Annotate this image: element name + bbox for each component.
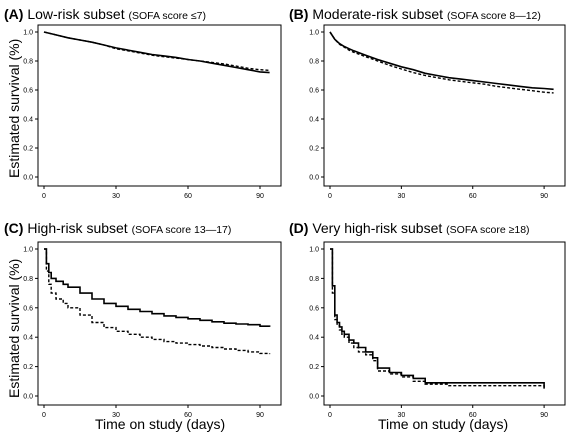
y-tick-label-d-4: 0.8	[309, 276, 319, 283]
survival-curve-c-dashed	[44, 248, 271, 355]
x-tick-label-a-2: 60	[184, 193, 192, 200]
x-tick-label-a-3: 90	[256, 193, 264, 200]
x-tick-label-b-2: 60	[469, 193, 477, 200]
survival-curve-d-solid	[330, 248, 545, 389]
survival-curve-c-solid	[44, 248, 271, 327]
panel-label-c: (C)	[4, 220, 27, 236]
y-tick-label-d-3: 0.6	[309, 305, 319, 312]
plot-frame-c	[37, 241, 282, 406]
panel-heading-b: Moderate-risk subset	[312, 6, 447, 22]
y-tick-label-b-3: 0.6	[309, 88, 319, 95]
panel-title-a: (A) Low-risk subset (SOFA score ≤7)	[4, 6, 206, 22]
panel-subtitle-a: (SOFA score ≤7)	[128, 10, 206, 22]
y-tick-label-d-5: 1.0	[309, 247, 319, 254]
y-tick-label-b-5: 1.0	[309, 30, 319, 37]
y-tick-label-b-1: 0.2	[309, 146, 319, 153]
y-tick-label-c-1: 0.2	[23, 364, 33, 371]
x-tick-label-d-1: 30	[397, 412, 405, 419]
y-tick-label-a-5: 1.0	[23, 30, 33, 37]
x-tick-label-d-0: 0	[328, 412, 332, 419]
y-tick-label-c-4: 0.8	[23, 276, 33, 283]
panel-label-b: (B)	[289, 6, 312, 22]
panel-title-b: (B) Moderate-risk subset (SOFA score 8—1…	[289, 6, 541, 22]
y-axis-label-top: Estimated survival (%)	[6, 38, 22, 178]
y-tick-label-a-1: 0.2	[23, 146, 33, 153]
panel-heading-d: Very high-risk subset	[312, 220, 446, 236]
panel-title-c: (C) High-risk subset (SOFA score 13—17)	[4, 220, 231, 236]
panel-heading-c: High-risk subset	[27, 220, 131, 236]
x-tick-label-c-3: 90	[256, 412, 264, 419]
y-tick-label-b-4: 0.8	[309, 59, 319, 66]
survival-curve-b-solid	[329, 31, 554, 91]
x-tick-label-d-3: 90	[540, 412, 548, 419]
x-tick-label-c-0: 0	[42, 412, 46, 419]
panel-subtitle-d: (SOFA score ≥18)	[446, 224, 529, 236]
panel-title-d: (D) Very high-risk subset (SOFA score ≥1…	[289, 220, 530, 236]
x-tick-label-b-3: 90	[540, 193, 548, 200]
plot-frame-b	[323, 24, 566, 187]
plot-frame-d	[323, 241, 566, 406]
y-tick-label-c-3: 0.6	[23, 305, 33, 312]
x-tick-label-a-0: 0	[42, 193, 46, 200]
y-tick-label-b-0: 0.0	[309, 175, 319, 182]
y-tick-label-d-2: 0.4	[309, 335, 319, 342]
survival-curve-a-solid	[43, 31, 270, 74]
x-tick-label-d-2: 60	[469, 412, 477, 419]
x-tick-label-a-1: 30	[112, 193, 120, 200]
x-axis-label-right: Time on study (days)	[378, 416, 509, 432]
x-axis-label-left: Time on study (days)	[95, 416, 226, 432]
survival-curve-d-dashed	[330, 248, 545, 388]
panel-label-a: (A)	[4, 6, 27, 22]
survival-curve-a-dashed	[43, 31, 270, 72]
x-tick-label-c-2: 60	[184, 412, 192, 419]
panel-heading-a: Low-risk subset	[27, 6, 128, 22]
y-tick-label-c-0: 0.0	[23, 394, 33, 401]
x-tick-label-b-1: 30	[397, 193, 405, 200]
x-tick-label-c-1: 30	[112, 412, 120, 419]
y-tick-label-d-0: 0.0	[309, 394, 319, 401]
y-tick-label-c-2: 0.4	[23, 335, 33, 342]
survival-curve-b-dashed	[329, 31, 554, 94]
y-tick-label-a-2: 0.4	[23, 117, 33, 124]
plot-frame-a	[37, 24, 282, 187]
y-tick-label-c-5: 1.0	[23, 247, 33, 254]
y-tick-label-d-1: 0.2	[309, 364, 319, 371]
y-tick-label-a-0: 0.0	[23, 175, 33, 182]
panel-subtitle-c: (SOFA score 13—17)	[132, 224, 232, 236]
y-axis-label-bottom: Estimated survival (%)	[6, 258, 22, 398]
y-tick-label-a-4: 0.8	[23, 59, 33, 66]
panel-subtitle-b: (SOFA score 8—12)	[447, 10, 541, 22]
y-tick-label-b-2: 0.4	[309, 117, 319, 124]
y-tick-label-a-3: 0.6	[23, 88, 33, 95]
x-tick-label-b-0: 0	[328, 193, 332, 200]
panel-label-d: (D)	[289, 220, 312, 236]
